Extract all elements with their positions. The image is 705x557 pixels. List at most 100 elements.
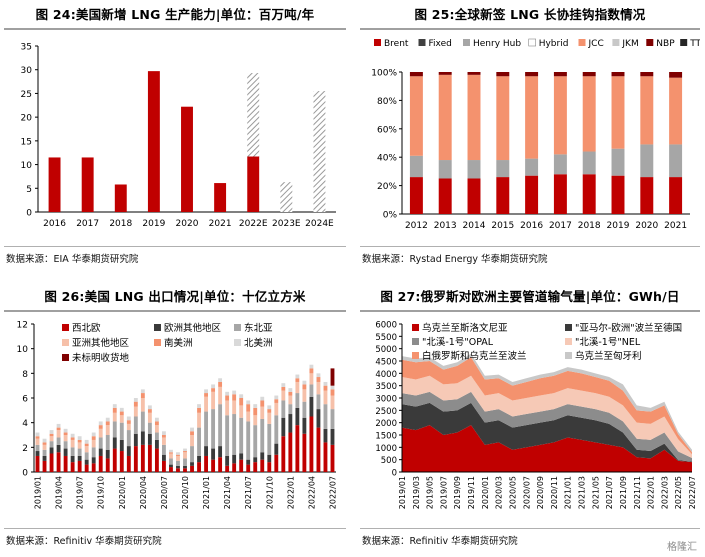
bar-segment (260, 406, 265, 419)
legend-swatch (646, 39, 654, 46)
x-tick-label: 2021/05 (591, 476, 600, 509)
bar-segment (274, 399, 279, 403)
bar-segment (204, 389, 209, 394)
x-tick-label: 2022/01 (647, 476, 656, 509)
source-divider (4, 528, 346, 529)
bar-segment (302, 433, 307, 472)
bar-segment (140, 431, 145, 445)
bar-segment (295, 378, 300, 382)
bar-segment (63, 448, 68, 456)
bar-segment (274, 443, 279, 455)
bar-segment (239, 398, 244, 406)
bar-segment (91, 432, 96, 437)
y-tick-label: 60% (377, 125, 397, 135)
bar-segment (232, 390, 237, 395)
y-tick-label: 30 (21, 66, 33, 76)
x-tick-label: 2021/01 (202, 476, 211, 509)
chart-panel-1: 图 24:美国新增 LNG 生产能力|单位：百万吨/年 0 5 10 15 20 25 30… (4, 4, 346, 270)
bar-segment (309, 416, 314, 472)
bar-segment (176, 452, 180, 455)
bar-segment (84, 459, 89, 465)
bar-segment (239, 417, 244, 454)
bar-segment (246, 464, 251, 472)
x-tick-label: 2021/03 (578, 476, 587, 509)
bar-segment (295, 407, 300, 426)
bar-segment (669, 177, 683, 214)
bar (181, 106, 193, 212)
bar-segment (112, 412, 117, 422)
y-tick-label: 0 (392, 469, 397, 479)
bar-segment (211, 391, 216, 410)
bar-segment (438, 72, 452, 75)
bar-segment (190, 462, 194, 466)
bar-segment (295, 393, 300, 408)
x-tick-label: 2019/03 (412, 476, 421, 509)
bar-segment (119, 415, 124, 423)
bar-forecast (247, 73, 260, 157)
bar-segment (154, 417, 159, 422)
bar-segment (281, 400, 286, 418)
bar-segment (147, 405, 152, 410)
bar-segment (183, 465, 187, 469)
legend-label: 南美洲 (164, 337, 193, 349)
bar-segment (35, 438, 40, 445)
bar-segment (63, 435, 68, 442)
legend-label: "北溪-1号"OPAL (422, 336, 494, 348)
area-series (402, 425, 692, 472)
bar-segment (316, 377, 321, 382)
bar-segment (640, 72, 654, 77)
bar-segment (119, 411, 124, 416)
bar-segment (582, 72, 596, 77)
bar-segment (98, 425, 103, 429)
x-tick-label: 2021/04 (223, 476, 232, 509)
y-tick-label: 0 (26, 209, 32, 219)
x-tick-label: 2022/04 (307, 476, 316, 509)
y-tick-label: 1500 (375, 432, 397, 442)
bar-segment (49, 453, 54, 472)
bar-segment (105, 435, 110, 450)
bar-segment (42, 442, 47, 445)
bar-segment (274, 454, 279, 472)
bar-segment (232, 394, 237, 401)
legend-label: 东北亚 (244, 322, 273, 334)
y-tick-label: 3500 (375, 382, 397, 392)
legend-swatch (412, 352, 419, 359)
bar-segment (330, 385, 335, 390)
bar-segment (218, 457, 223, 472)
area-series (402, 402, 692, 463)
bar-segment (302, 417, 307, 434)
bar-segment (267, 423, 272, 455)
title-divider (360, 310, 700, 312)
bar-segment (197, 412, 201, 428)
bar-segment (669, 77, 683, 145)
legend-label: JCC (588, 39, 604, 49)
y-tick-label: 500 (381, 456, 397, 466)
bar-segment (197, 455, 201, 463)
bar-segment (56, 427, 61, 431)
title-divider (4, 310, 346, 312)
source-divider (360, 528, 700, 529)
bar-segment (176, 460, 180, 466)
bar-segment (70, 437, 75, 440)
legend-label: JKM (621, 39, 638, 49)
bar-segment (246, 459, 251, 465)
bar-segment (239, 459, 244, 472)
bar-segment (140, 393, 145, 398)
y-tick-label: 8 (22, 370, 28, 380)
x-tick-label: 2020 (176, 219, 199, 229)
bar-segment (409, 155, 423, 178)
title-divider (360, 28, 700, 30)
legend-label: 未标明收货地 (72, 352, 130, 364)
stacked-area-chart-pipelines: 0 500 1000 1500 2000 2500 3000 3500 4000 4500 5000… (375, 321, 697, 510)
bar-segment (42, 438, 47, 443)
y-tick-label: 2500 (375, 407, 397, 417)
bar-segment (133, 406, 138, 417)
x-tick-label: 2019/09 (453, 476, 462, 509)
x-tick-label: 2021/07 (605, 476, 614, 509)
stacked-bar-chart-exports: 0 2 4 6 8 10 12 2019/01 2019/04 2019/07 2019/10 202… (17, 321, 338, 510)
bar-segment (330, 368, 335, 386)
bar-segment (140, 411, 145, 432)
bar-segment (309, 396, 314, 417)
y-tick-label: 6 (22, 395, 28, 405)
bar-segment (77, 439, 82, 443)
